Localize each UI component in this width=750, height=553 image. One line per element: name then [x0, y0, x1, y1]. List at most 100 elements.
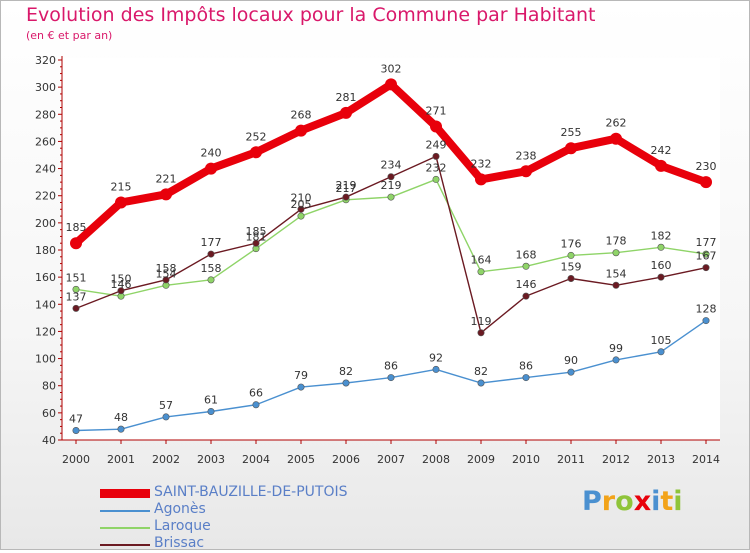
x-tick-label: 2002 [152, 453, 180, 466]
data-label-3-3: 177 [201, 236, 222, 249]
legend-item-laroque: Laroque [100, 518, 400, 536]
data-label-0-12: 262 [606, 117, 627, 130]
data-label-2-7: 219 [381, 179, 402, 192]
legend-swatch-brissac [100, 544, 150, 546]
x-tick-label: 2014 [692, 453, 720, 466]
y-tick-label: 300 [35, 81, 56, 94]
data-label-0-2: 221 [156, 172, 177, 185]
data-label-3-12: 154 [606, 267, 627, 280]
chart-subtitle: (en € et par an) [26, 29, 113, 42]
data-label-3-13: 160 [651, 259, 672, 272]
chart-series [70, 78, 712, 434]
data-label-1-8: 92 [429, 351, 443, 364]
data-point-2-12 [612, 249, 620, 257]
data-label-0-14: 230 [696, 160, 717, 173]
data-label-3-6: 219 [336, 179, 357, 192]
legend-item-agones: Agonès [100, 501, 400, 519]
x-tick-label: 2000 [62, 453, 90, 466]
y-tick-label: 120 [35, 325, 56, 338]
data-label-0-13: 242 [651, 144, 672, 157]
y-tick-label: 280 [35, 108, 56, 121]
data-point-1-2 [162, 413, 170, 421]
plot-area [62, 58, 720, 440]
data-label-0-3: 240 [201, 147, 222, 160]
data-point-1-10 [522, 374, 530, 382]
x-tick-label: 2012 [602, 453, 630, 466]
logo-letter: i [673, 486, 683, 517]
data-point-0-3 [205, 162, 217, 175]
data-label-2-8: 232 [426, 161, 447, 174]
data-point-3-10 [522, 292, 530, 300]
legend-item-brissac: Brissac [100, 535, 400, 553]
data-label-2-2: 154 [156, 267, 177, 280]
logo-letter: i [651, 486, 661, 517]
data-label-0-8: 271 [426, 105, 447, 118]
data-point-0-14 [700, 176, 712, 189]
data-label-2-1: 146 [111, 278, 132, 291]
data-point-0-12 [610, 132, 622, 145]
x-tick-label: 2013 [647, 453, 675, 466]
data-point-1-0 [72, 426, 80, 434]
x-tick-label: 2001 [107, 453, 135, 466]
data-label-1-7: 86 [384, 360, 398, 373]
data-label-1-12: 99 [609, 342, 623, 355]
data-point-3-2 [162, 276, 170, 284]
logo-letter: t [660, 486, 674, 517]
y-tick-label: 320 [35, 54, 56, 67]
data-label-1-0: 47 [69, 413, 83, 426]
data-label-0-4: 252 [246, 130, 267, 143]
data-label-1-11: 90 [564, 354, 578, 367]
data-label-2-4: 181 [246, 231, 267, 244]
data-label-2-9: 164 [471, 254, 492, 267]
data-point-2-11 [567, 251, 575, 259]
data-label-0-1: 215 [111, 181, 132, 194]
data-label-1-10: 86 [519, 360, 533, 373]
data-label-0-11: 255 [561, 126, 582, 139]
y-tick-label: 60 [42, 407, 56, 420]
data-label-3-10: 146 [516, 278, 537, 291]
y-tick-label: 100 [35, 353, 56, 366]
data-point-3-4 [252, 239, 260, 247]
data-point-3-12 [612, 281, 620, 289]
data-point-0-11 [565, 142, 577, 155]
legend-label-agones: Agonès [154, 501, 206, 517]
legend-swatch-laroque [100, 527, 150, 529]
data-point-1-13 [657, 348, 665, 356]
data-label-1-2: 57 [159, 399, 173, 412]
data-label-2-0: 151 [66, 271, 87, 284]
data-label-3-8: 249 [426, 138, 447, 151]
x-tick-label: 2003 [197, 453, 225, 466]
data-label-2-5: 205 [291, 198, 312, 211]
y-tick-label: 240 [35, 163, 56, 176]
data-label-2-6: 217 [336, 182, 357, 195]
data-point-0-5 [295, 124, 307, 137]
data-point-2-8 [432, 175, 440, 183]
y-tick-label: 200 [35, 217, 56, 230]
legend-item-saint-bauzille: SAINT-BAUZILLE-DE-PUTOIS [100, 484, 400, 502]
x-tick-label: 2005 [287, 453, 315, 466]
data-point-3-0 [72, 304, 80, 312]
data-point-1-12 [612, 356, 620, 364]
logo-letter: x [633, 486, 652, 517]
data-point-2-13 [657, 243, 665, 251]
legend: SAINT-BAUZILLE-DE-PUTOIS Agonès Laroque … [100, 484, 400, 553]
data-point-2-5 [297, 212, 305, 220]
data-point-0-6 [340, 106, 352, 119]
data-point-3-5 [297, 205, 305, 213]
data-point-0-9 [475, 173, 487, 186]
x-tick-label: 2008 [422, 453, 450, 466]
legend-swatch-saint-bauzille [100, 489, 150, 498]
y-tick-label: 260 [35, 135, 56, 148]
data-label-3-14: 167 [696, 250, 717, 263]
x-tick-label: 2006 [332, 453, 360, 466]
data-label-1-1: 48 [114, 411, 128, 424]
logo-letter: r [601, 486, 616, 517]
data-label-3-5: 210 [291, 191, 312, 204]
data-label-0-9: 232 [471, 157, 492, 170]
data-label-0-5: 268 [291, 109, 312, 122]
logo-letter: o [615, 486, 634, 517]
data-label-3-9: 119 [471, 315, 492, 328]
data-point-1-4 [252, 401, 260, 409]
chart-title: Evolution des Impôts locaux pour la Comm… [26, 4, 596, 26]
